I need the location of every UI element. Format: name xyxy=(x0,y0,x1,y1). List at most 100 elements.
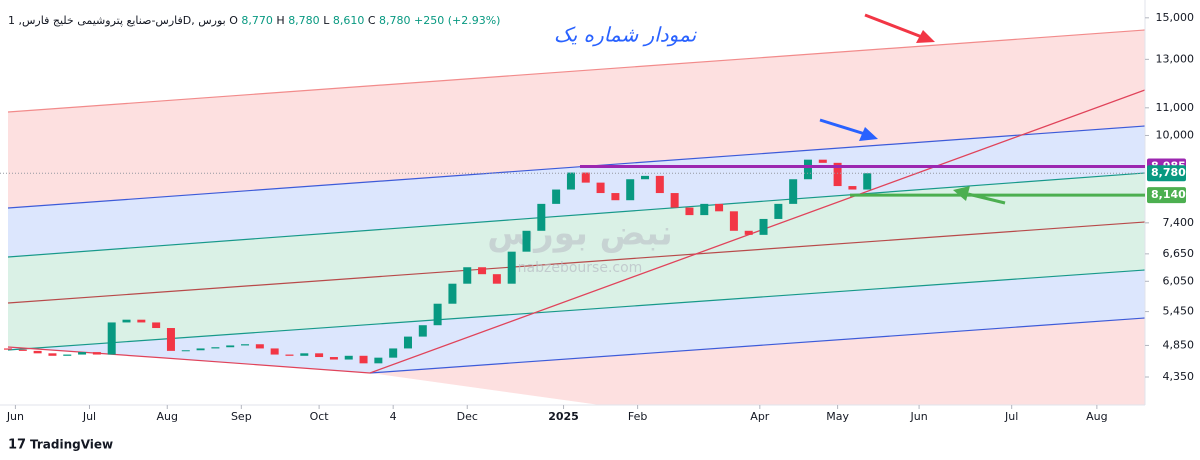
candle-body xyxy=(803,159,812,180)
candle-body xyxy=(611,193,620,201)
channel-drawing xyxy=(7,29,1146,405)
ohlc-value: 8,780 xyxy=(288,14,320,27)
candle-body xyxy=(774,203,783,219)
ohlc-key: C xyxy=(368,14,376,27)
y-tick-label: 11,000 xyxy=(1156,101,1195,114)
candle-body xyxy=(389,348,398,358)
candle-body xyxy=(241,344,250,346)
y-tick-label: 5,450 xyxy=(1163,305,1195,318)
y-tick-label: 7,400 xyxy=(1163,216,1195,229)
arrow-head xyxy=(953,186,970,201)
candle-body xyxy=(196,348,205,351)
arrow-head xyxy=(859,127,878,141)
candle-body xyxy=(729,211,738,231)
watermark-logo: نبض بورس xyxy=(487,214,672,254)
candle-body xyxy=(581,172,590,183)
candle-body xyxy=(78,352,87,355)
price-tag-label: 8,780 xyxy=(1151,166,1186,179)
ohlc-key: L xyxy=(323,14,330,27)
candle-body xyxy=(715,203,724,212)
arrow xyxy=(819,118,866,136)
channel-line xyxy=(7,221,1146,304)
zone-green xyxy=(8,173,1145,350)
candle-body xyxy=(433,303,442,326)
candle-body xyxy=(596,182,605,194)
candle-body xyxy=(255,344,264,349)
candle-body xyxy=(48,353,57,356)
footer-logo: 17 xyxy=(8,438,26,453)
candle-body xyxy=(626,179,635,201)
candle-body xyxy=(463,267,472,284)
channel-line xyxy=(369,317,1146,374)
candle-body xyxy=(122,319,131,323)
candle-body xyxy=(818,159,827,163)
x-tick-label: 2025 xyxy=(548,410,579,423)
candle-body xyxy=(92,352,101,355)
x-tick-label: Jul xyxy=(82,410,96,423)
candle-body xyxy=(478,267,487,275)
candle-body xyxy=(655,175,664,194)
candle-body xyxy=(641,175,650,180)
x-tick-label: Oct xyxy=(310,410,330,423)
x-tick-label: 4 xyxy=(390,410,397,423)
candle-body xyxy=(403,336,412,349)
candle-body xyxy=(833,162,842,187)
trend-line xyxy=(369,89,1146,374)
x-tick-label: Aug xyxy=(1086,410,1107,423)
zone-pink xyxy=(8,30,1145,208)
price-tag xyxy=(1147,187,1186,204)
header: فارس-صنایع پتروشیمی خلیج فارس, 1D, بورس … xyxy=(8,14,500,27)
candle-body xyxy=(374,357,383,364)
candle-body xyxy=(685,207,694,216)
candle-body xyxy=(848,186,857,190)
y-tick-label: 15,000 xyxy=(1156,11,1195,24)
plot xyxy=(4,159,872,364)
candle-body xyxy=(700,203,709,216)
candle-body xyxy=(152,322,161,329)
x-tick-label: Jun xyxy=(909,410,927,423)
candle-body xyxy=(744,230,753,235)
ohlc-value: 8,770 xyxy=(241,14,273,27)
zone-pink-low xyxy=(370,318,1145,405)
watermark: نبض بورس nabzebourse.com xyxy=(487,214,672,277)
channel-line xyxy=(7,125,1146,209)
candle-body xyxy=(63,354,72,356)
ohlc-key: O xyxy=(229,14,238,27)
candle-body xyxy=(18,349,27,351)
candle-body xyxy=(522,230,531,252)
x-tick-label: Jul xyxy=(1004,410,1018,423)
candle-body xyxy=(566,172,575,190)
arrow xyxy=(864,13,923,39)
candle-body xyxy=(552,189,561,204)
candle-body xyxy=(418,325,427,337)
base-line xyxy=(7,346,371,374)
channel-line xyxy=(7,269,1146,351)
y-tick-label: 13,000 xyxy=(1156,52,1195,65)
candle-body xyxy=(4,348,12,350)
x-tick-label: Sep xyxy=(231,410,252,423)
price-tag-label: 8,140 xyxy=(1151,188,1186,201)
candle-body xyxy=(507,251,516,284)
candle-body xyxy=(270,348,279,355)
channel-line xyxy=(7,172,1146,258)
candle-body xyxy=(537,203,546,231)
footer-brand: TradingView xyxy=(30,438,113,452)
candle-body xyxy=(166,328,175,351)
candle-body xyxy=(344,355,353,360)
x-tick-label: Aug xyxy=(157,410,178,423)
candle-body xyxy=(359,355,368,364)
chart-title: نمودار شماره یک xyxy=(554,23,698,47)
x-tick-label: May xyxy=(826,410,849,423)
arrow-head xyxy=(916,30,935,43)
candle-body xyxy=(789,179,798,204)
x-tick-label: Apr xyxy=(750,410,770,423)
y-tick-label: 6,650 xyxy=(1163,247,1195,260)
change: +250 (+2.93%) xyxy=(414,14,500,27)
zone-blue-low xyxy=(8,270,1145,373)
candle-body xyxy=(329,357,338,360)
y-tick-label: 4,850 xyxy=(1163,338,1195,351)
ohlc-value: 8,610 xyxy=(333,14,365,27)
candle-body xyxy=(300,353,309,356)
y-tick-label: 10,000 xyxy=(1156,128,1195,141)
